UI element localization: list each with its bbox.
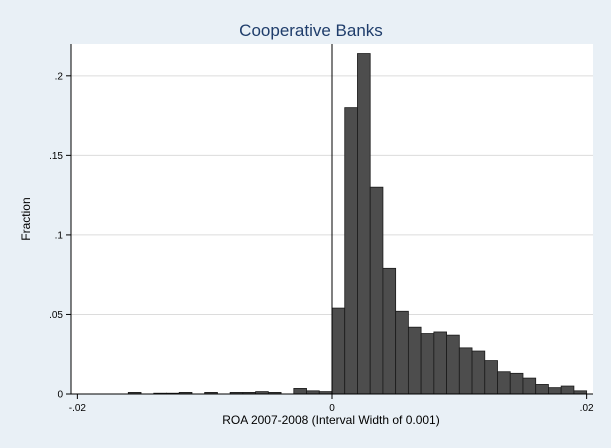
x-axis-title: ROA 2007-2008 (Interval Width of 0.001) <box>222 413 439 427</box>
histogram-bar <box>497 371 511 395</box>
histogram-bar <box>560 385 575 395</box>
histogram-bar <box>535 384 549 395</box>
histogram-bar <box>484 360 498 395</box>
histogram-bar <box>369 186 384 395</box>
histogram-bar <box>357 53 371 395</box>
x-tick-label: 0 <box>329 403 335 414</box>
histogram-bar <box>522 377 537 395</box>
histogram-bar <box>420 333 435 395</box>
y-tick-label: .2 <box>55 71 64 82</box>
y-tick-label: .1 <box>55 230 64 241</box>
histogram-bar <box>471 350 486 395</box>
histogram-bar <box>382 267 397 395</box>
histogram-bar <box>395 310 409 395</box>
y-tick-label: .05 <box>49 310 63 321</box>
histogram-bar <box>433 331 447 395</box>
chart-title: Cooperative Banks <box>239 21 383 40</box>
x-axis-ticks: -.02 0 .02 <box>69 394 594 414</box>
histogram-bar <box>331 307 346 395</box>
histogram-bar <box>446 334 460 395</box>
x-tick-label: -.02 <box>69 403 87 414</box>
histogram-bar <box>548 387 562 395</box>
histogram-bar <box>458 347 473 395</box>
histogram-bar <box>509 372 524 395</box>
y-axis-title: Fraction <box>19 197 33 240</box>
y-tick-label: .15 <box>49 151 63 162</box>
histogram-bar <box>344 107 358 395</box>
y-axis-ticks: 0 .05 .1 .15 .2 <box>49 71 71 401</box>
y-tick-label: 0 <box>57 390 63 401</box>
x-tick-label: .02 <box>580 403 594 414</box>
histogram-bar <box>407 326 422 395</box>
histogram-bar <box>293 388 307 395</box>
